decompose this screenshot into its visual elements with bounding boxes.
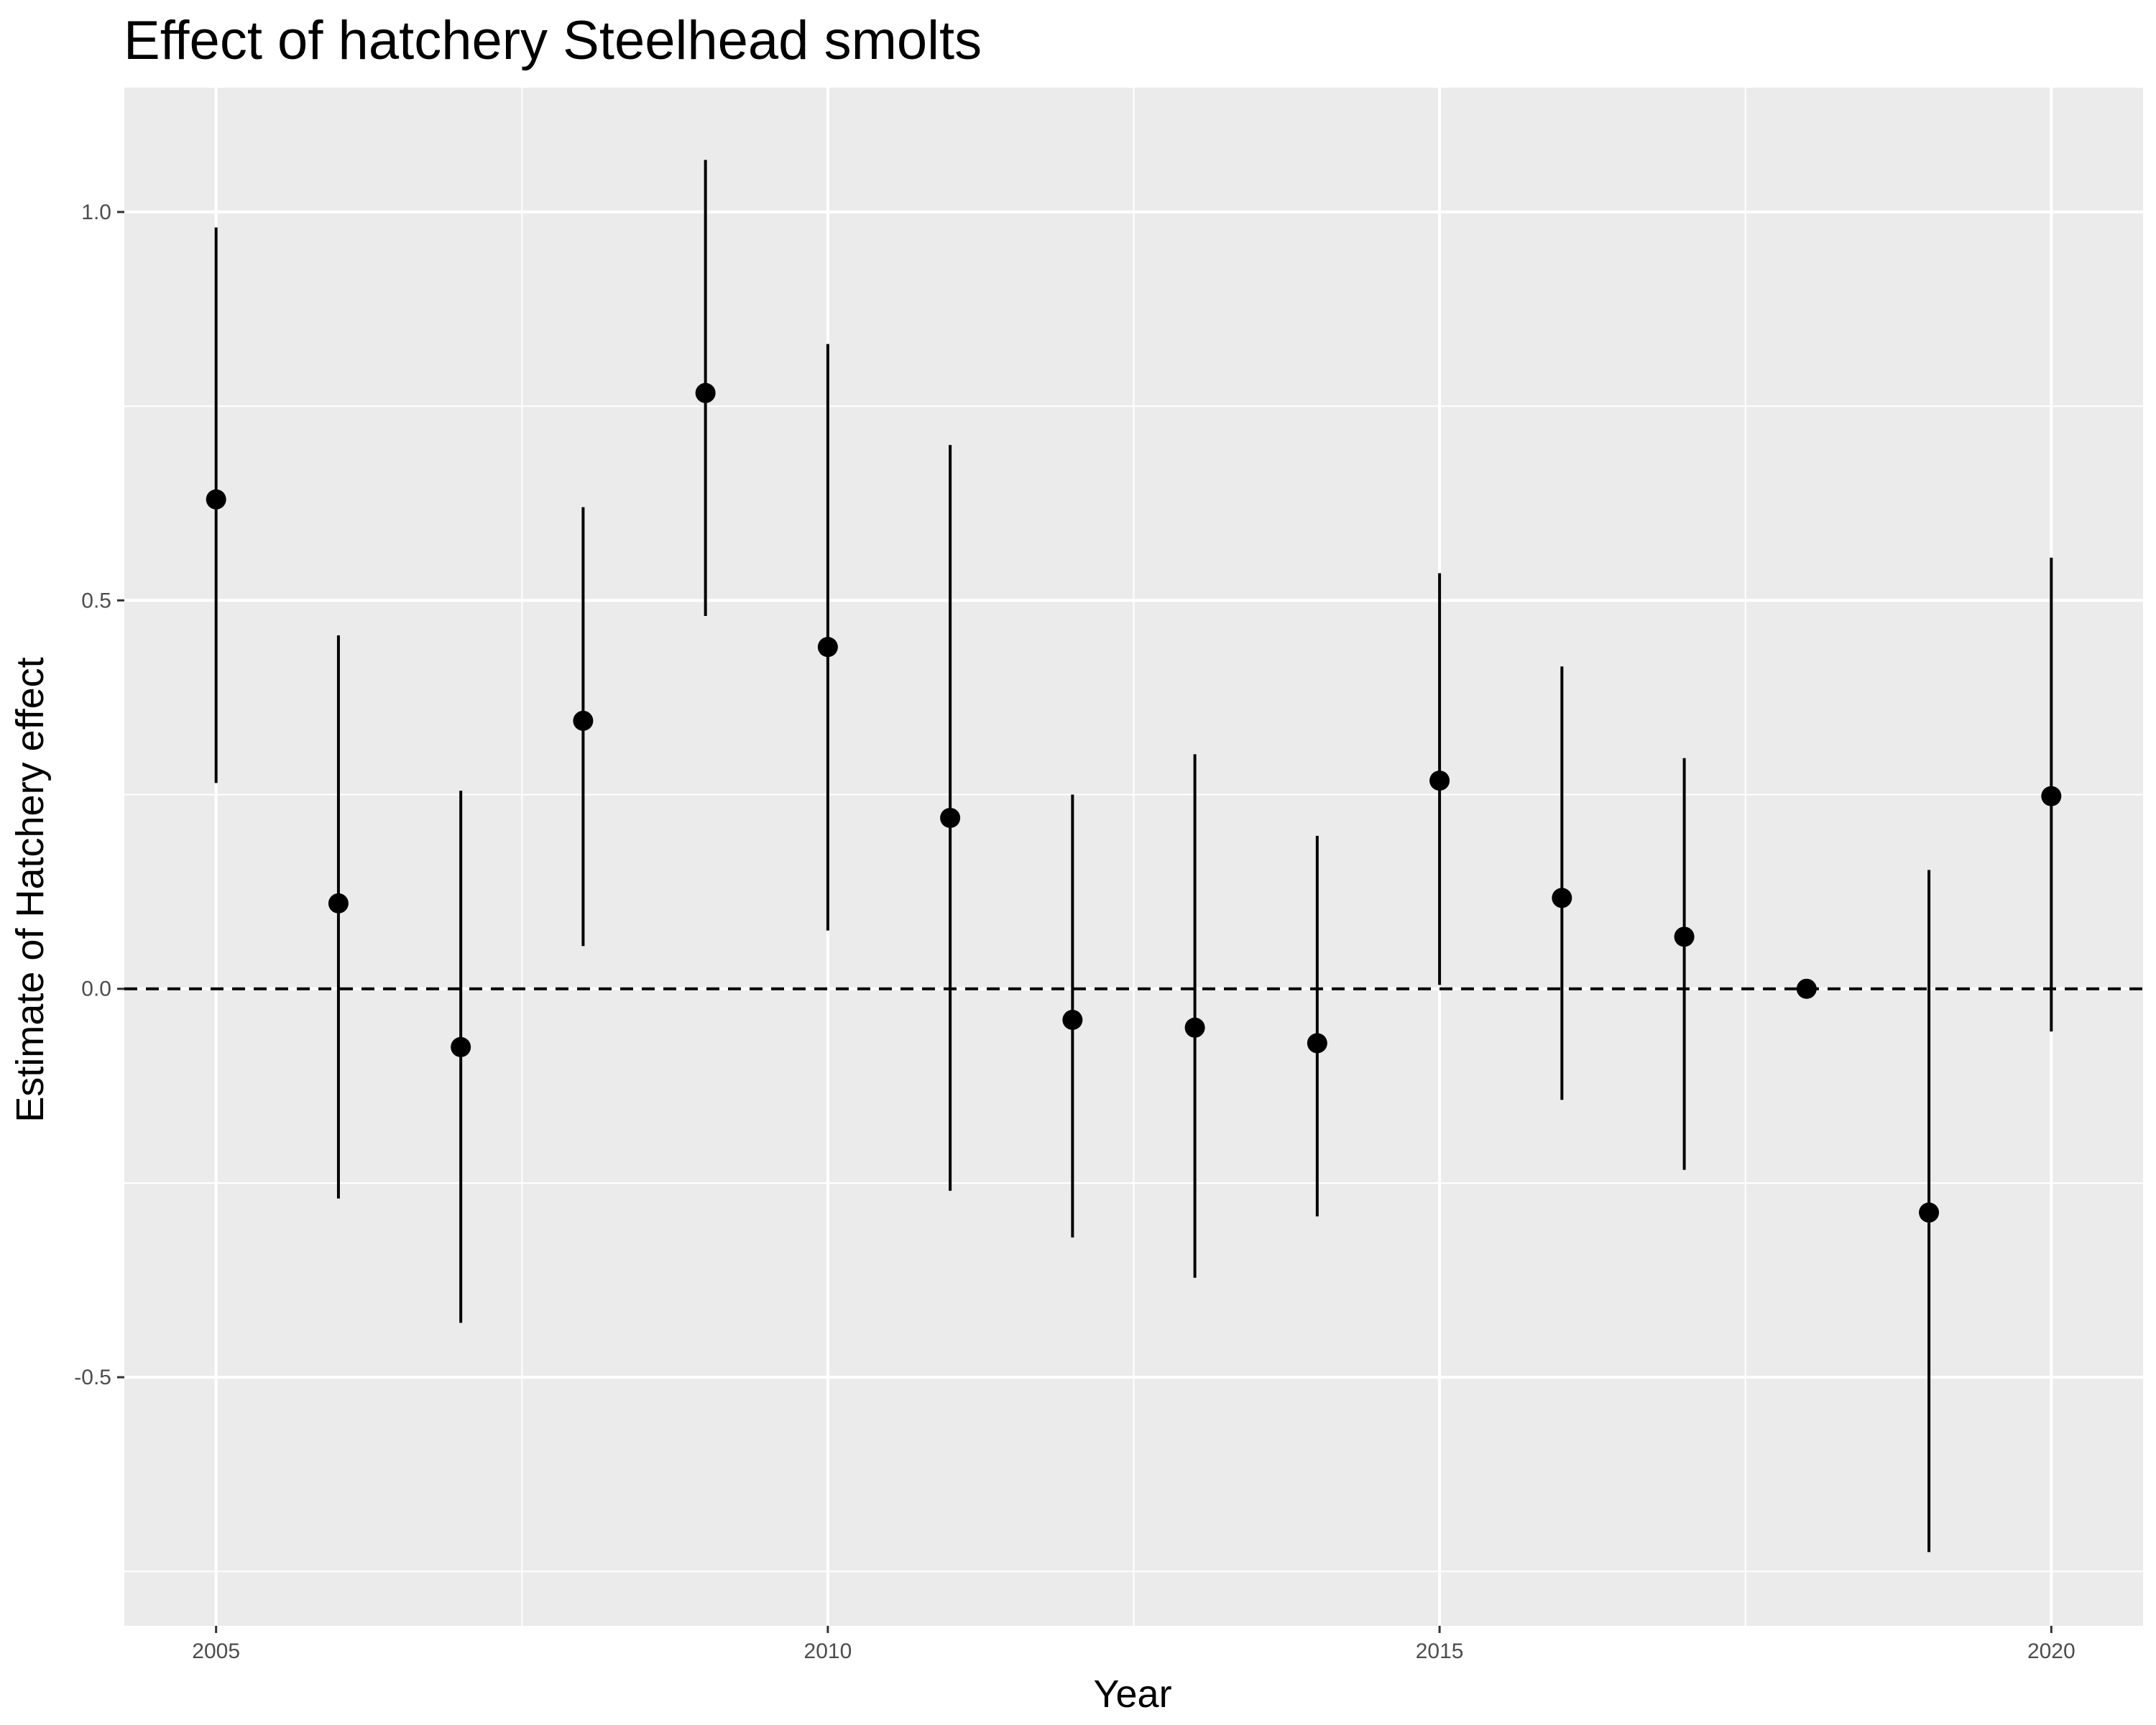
y-axis-title: Estimate of Hatchery effect (9, 657, 52, 1122)
data-point-2006 (328, 893, 349, 914)
data-point-2011 (940, 807, 961, 828)
x-tick-label: 2015 (1416, 1639, 1464, 1663)
x-tick-label: 2005 (192, 1639, 240, 1663)
chart-title: Effect of hatchery Steelhead smolts (124, 10, 982, 71)
data-point-2009 (695, 382, 716, 403)
y-tick-label: 0.0 (81, 978, 111, 1001)
data-point-2014 (1307, 1033, 1327, 1054)
data-point-2005 (206, 489, 226, 510)
data-point-2013 (1184, 1017, 1205, 1038)
data-point-2019 (1919, 1202, 1940, 1223)
data-point-2008 (573, 710, 594, 731)
x-axis-ticks: 2005 2010 2015 2020 (192, 1626, 2076, 1663)
y-tick-label: -0.5 (74, 1366, 111, 1389)
data-point-2007 (451, 1036, 471, 1057)
data-point-2017 (1674, 926, 1695, 947)
data-point-2015 (1429, 770, 1450, 791)
data-point-2018 (1796, 978, 1817, 999)
y-tick-label: 1.0 (81, 201, 111, 224)
data-point-2016 (1552, 888, 1572, 908)
y-axis-ticks: -0.5 0.0 0.5 1.0 (74, 201, 124, 1389)
data-point-2020 (2041, 786, 2062, 806)
x-tick-label: 2010 (804, 1639, 852, 1663)
x-tick-label: 2020 (2027, 1639, 2076, 1663)
data-points (206, 382, 2062, 1223)
x-axis-title: Year (1093, 1673, 1171, 1716)
y-tick-label: 0.5 (81, 589, 111, 612)
data-point-2012 (1062, 1009, 1083, 1030)
data-point-2010 (817, 637, 838, 658)
